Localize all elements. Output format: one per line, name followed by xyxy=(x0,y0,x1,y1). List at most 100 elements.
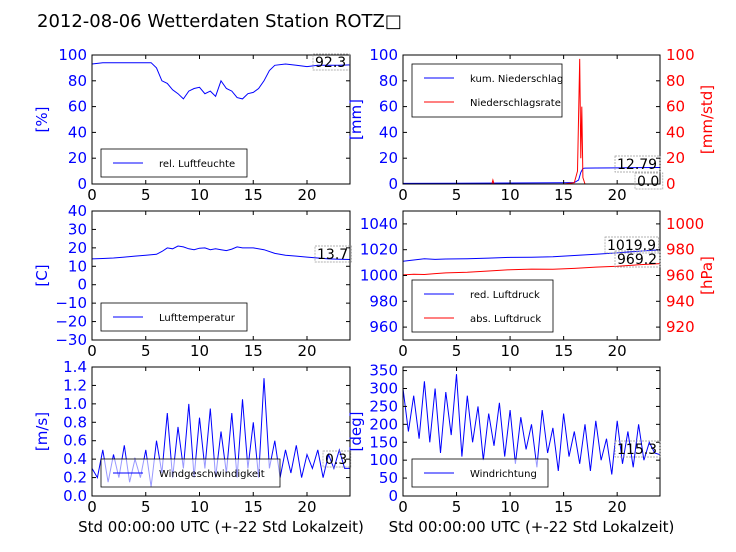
legend-label-1: rel. Luftfeuchte xyxy=(159,159,235,170)
x-tick-label: 20 xyxy=(297,342,316,360)
x-tick-label: 5 xyxy=(452,186,462,204)
y-tick-label: 100 xyxy=(369,451,398,469)
x-axis-label: Std 00:00:00 UTC (+-22 Std Lokalzeit) xyxy=(389,518,675,536)
y-axis-label: [mm] xyxy=(347,99,365,140)
x-tick-label: 10 xyxy=(501,342,520,360)
value-annotation: 1019.9 xyxy=(607,238,656,254)
legend-box xyxy=(411,279,554,333)
panel-precip: 0 5 10 15 20 0 20 40 60 80 100 0 20 40 60 80 100 [mm/std]… xyxy=(347,46,716,204)
y2-axis-label: [mm/std] xyxy=(698,85,716,154)
y-tick-label: 0.0 xyxy=(63,487,87,505)
x-axis-label: Std 00:00:00 UTC (+-22 Std Lokalzeit) xyxy=(78,518,364,536)
y-tick-label: 10 xyxy=(68,257,87,275)
series-line-1 xyxy=(403,374,660,475)
y-tick-label: 20 xyxy=(68,239,87,257)
value-annotation-box xyxy=(322,450,352,468)
y-tick-label: 1040 xyxy=(360,215,398,233)
x-tick-label: 15 xyxy=(554,186,573,204)
legend-box xyxy=(411,63,563,118)
y2-tick-label: 1000 xyxy=(666,215,704,233)
value-annotation: 13.7 xyxy=(317,247,348,263)
value-annotation: 115.3 xyxy=(617,442,657,458)
x-tick-label: 20 xyxy=(608,498,627,516)
x-tick-label: 10 xyxy=(501,186,520,204)
y-tick-label: 0.6 xyxy=(63,432,87,450)
y-tick-label: 0.4 xyxy=(63,450,87,468)
legend: Windgeschwindigkeit xyxy=(100,458,281,488)
legend: Windrichtung xyxy=(411,458,549,488)
x-tick-label: 5 xyxy=(141,498,151,516)
legend: red. Luftdruck abs. Luftdruck xyxy=(411,279,554,333)
y-tick-label: 0 xyxy=(388,487,398,505)
x-tick-label: 15 xyxy=(244,186,263,204)
series-line-1 xyxy=(92,62,350,100)
value-annotation-box xyxy=(634,172,664,190)
x-tick-label: 10 xyxy=(190,186,209,204)
legend: Lufttemperatur xyxy=(100,302,248,332)
value-annotation-box xyxy=(614,250,661,268)
legend-label-1: Windgeschwindigkeit xyxy=(159,469,265,480)
y-tick-label: 1.2 xyxy=(63,376,87,394)
plot-frame xyxy=(402,54,661,185)
y2-axis-label: [hPa] xyxy=(698,256,716,295)
y-tick-label: 0 xyxy=(388,175,398,193)
legend: kum. Niederschlag Niederschlagsrate xyxy=(411,63,563,118)
x-tick-label: 0 xyxy=(398,498,408,516)
plot-frame xyxy=(402,366,661,497)
y-tick-label: 40 xyxy=(68,202,87,220)
series-line-2 xyxy=(403,58,660,184)
panel-humidity: 0 5 10 15 20 0 20 40 60 80 100 [%] rel. Luftfeuchte 9… xyxy=(33,46,351,204)
y-tick-label: 0 xyxy=(77,276,87,294)
x-tick-label: 15 xyxy=(554,498,573,516)
y-tick-label: 20 xyxy=(379,149,398,167)
x-tick-label: 20 xyxy=(608,186,627,204)
value-annotation-box xyxy=(614,440,661,458)
y-tick-label: 0 xyxy=(77,175,87,193)
panel-pressure: 0 5 10 15 20 960 980 1000 1020 1040 920 940 960 980 10… xyxy=(360,210,716,360)
value-annotation: 0.0 xyxy=(637,174,659,190)
y2-tick-label: 920 xyxy=(666,318,695,336)
x-tick-label: 0 xyxy=(87,186,97,204)
y-tick-label: 300 xyxy=(369,380,398,398)
y2-tick-label: 20 xyxy=(666,149,685,167)
y-tick-label: 250 xyxy=(369,397,398,415)
y-tick-label: 1000 xyxy=(360,267,398,285)
y-axis-label: [deg] xyxy=(347,412,365,452)
legend-label-2: Niederschlagsrate xyxy=(470,98,561,109)
y2-tick-label: 0 xyxy=(666,175,676,193)
y-tick-label: 1.4 xyxy=(63,358,87,376)
x-tick-label: 15 xyxy=(554,342,573,360)
y-axis-label: [C] xyxy=(33,264,51,286)
x-tick-label: 0 xyxy=(398,186,408,204)
x-tick-label: 5 xyxy=(141,186,151,204)
legend-label-1: red. Luftdruck xyxy=(470,290,540,301)
plot-frame xyxy=(91,210,351,341)
value-annotation: 92.3 xyxy=(315,55,346,71)
y-tick-label: 20 xyxy=(68,149,87,167)
legend: rel. Luftfeuchte xyxy=(100,148,248,178)
y-axis-label: [%] xyxy=(33,107,51,133)
y-tick-label: 1.0 xyxy=(63,395,87,413)
panel-temperature: 0 5 10 15 20−30−20−10010203040[C]Lufttempera… xyxy=(33,202,352,360)
legend-label-1: kum. Niederschlag xyxy=(470,74,563,85)
x-tick-label: 20 xyxy=(297,498,316,516)
figure-title: 2012-08-06 Wetterdaten Station ROTZ□ xyxy=(37,11,402,32)
x-tick-label: 5 xyxy=(141,342,151,360)
legend-label-1: Windrichtung xyxy=(470,469,537,480)
plot-frame xyxy=(91,54,351,185)
x-tick-label: 15 xyxy=(244,498,263,516)
x-tick-label: 20 xyxy=(297,186,316,204)
y-tick-label: 1020 xyxy=(360,241,398,259)
y-tick-label: −10 xyxy=(55,294,87,312)
y-tick-label: 100 xyxy=(369,46,398,64)
y-tick-label: 960 xyxy=(369,318,398,336)
y2-tick-label: 40 xyxy=(666,123,685,141)
x-tick-label: 0 xyxy=(87,498,97,516)
panel-windspeed: 0 5 10 15 20 0.00.20.40.60.81.01.21.4 [m/s] Std… xyxy=(33,358,364,536)
y-tick-label: 150 xyxy=(369,433,398,451)
x-tick-label: 10 xyxy=(190,342,209,360)
y-tick-label: 80 xyxy=(379,72,398,90)
y2-tick-label: 80 xyxy=(666,72,685,90)
legend-label-2: abs. Luftdruck xyxy=(470,314,541,325)
